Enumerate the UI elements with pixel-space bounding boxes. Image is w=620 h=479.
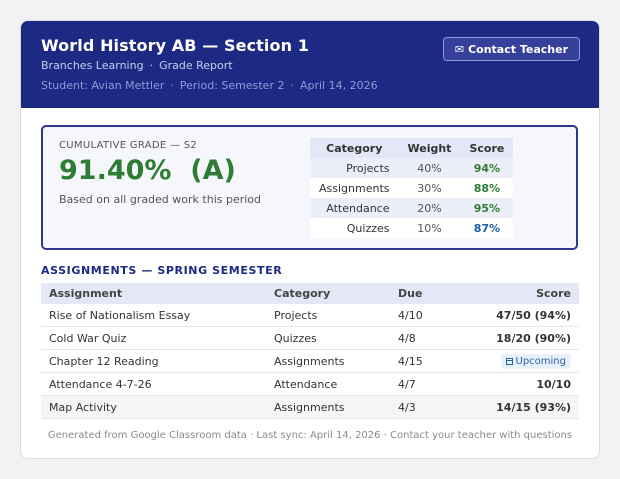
table-row[interactable]: Attendance 4-7-26 Attendance 4/7 10/10 [41, 372, 579, 396]
cumulative-grade-value: 91.40% (A) [59, 155, 236, 186]
student-name: Student: Avian Mettler [41, 79, 165, 92]
table-row[interactable]: Chapter 12 Reading Assignments 4/15 Upco… [41, 349, 579, 373]
weight-percent: 20% [398, 198, 461, 218]
weight-score: 88% [460, 178, 514, 198]
cumulative-grade-panel: CUMULATIVE GRADE — S2 91.40% (A) Based o… [41, 125, 578, 250]
grade-report-card: World History AB — Section 1 Branches Le… [20, 20, 600, 459]
column-header-due[interactable]: Due [390, 283, 450, 304]
weights-header-score: Score [460, 138, 514, 158]
assignment-name: Map Activity [41, 395, 266, 419]
assignment-category: Assignments [266, 349, 390, 373]
assignment-name: Attendance 4-7-26 [41, 372, 266, 396]
assignment-due: 4/15 [390, 349, 450, 373]
weight-percent: 40% [398, 158, 461, 178]
weight-category: Projects [310, 158, 399, 178]
assignment-score: 14/15 (93%) [450, 395, 579, 419]
contact-teacher-label: Contact Teacher [468, 42, 568, 56]
table-row[interactable]: Rise of Nationalism Essay Projects 4/10 … [41, 304, 579, 327]
column-header-score[interactable]: Score [450, 283, 579, 304]
table-row[interactable]: Map Activity Assignments 4/3 14/15 (93%) [41, 395, 579, 419]
assignment-category: Quizzes [266, 326, 390, 350]
assignment-due: 4/7 [390, 372, 450, 396]
report-date: April 14, 2026 [299, 79, 378, 92]
assignments-table: Assignment Category Due Score Rise of Na… [41, 283, 579, 419]
upcoming-badge: Upcoming [500, 353, 571, 369]
weight-percent: 10% [398, 218, 461, 238]
assignment-score: 10/10 [450, 372, 579, 396]
weights-header-weight: Weight [398, 138, 461, 158]
weights-row: Projects 40% 94% [310, 158, 514, 178]
weight-category: Attendance [310, 198, 399, 218]
weights-header-row: Category Weight Score [310, 138, 514, 158]
assignment-category: Attendance [266, 372, 390, 396]
assignment-name: Cold War Quiz [41, 326, 266, 350]
assignment-name: Rise of Nationalism Essay [41, 304, 266, 327]
category-weights-table: Category Weight Score Projects 40% 94% A… [310, 138, 514, 238]
assignment-due: 4/8 [390, 326, 450, 350]
report-meta: Student: Avian Mettler · Period: Semester … [41, 79, 378, 92]
envelope-icon: ✉ [454, 42, 465, 56]
report-type: Grade Report [159, 59, 233, 72]
weight-score: 87% [460, 218, 514, 238]
upcoming-label: Upcoming [515, 355, 567, 367]
column-header-assignment[interactable]: Assignment [41, 283, 266, 304]
weights-row: Quizzes 10% 87% [310, 218, 514, 238]
cumulative-grade-note: Based on all graded work this period [59, 193, 262, 206]
weight-category: Assignments [310, 178, 399, 198]
contact-teacher-button[interactable]: ✉ Contact Teacher [442, 37, 580, 61]
assignment-due: 4/3 [390, 395, 450, 419]
assignment-due: 4/10 [390, 304, 450, 327]
assignment-category: Assignments [266, 395, 390, 419]
page-title: World History AB — Section 1 [41, 36, 309, 55]
assignment-score-cell: Upcoming [450, 349, 579, 373]
calendar-icon [505, 357, 513, 365]
column-header-category[interactable]: Category [266, 283, 390, 304]
assignment-score: 47/50 (94%) [450, 304, 579, 327]
grading-period: Period: Semester 2 [179, 79, 285, 92]
weight-score: 95% [460, 198, 514, 218]
cumulative-grade-label: CUMULATIVE GRADE — S2 [59, 140, 198, 151]
weight-score: 94% [460, 158, 514, 178]
report-header: World History AB — Section 1 Branches Le… [21, 21, 599, 108]
assignment-name: Chapter 12 Reading [41, 349, 266, 373]
assignment-score: 18/20 (90%) [450, 326, 579, 350]
report-subtitle: Branches Learning · Grade Report [41, 59, 233, 72]
table-row[interactable]: Cold War Quiz Quizzes 4/8 18/20 (90%) [41, 326, 579, 350]
report-footer: Generated from Google Classroom data · L… [47, 430, 573, 441]
assignment-category: Projects [266, 304, 390, 327]
weight-percent: 30% [398, 178, 461, 198]
weights-header-category: Category [310, 138, 399, 158]
weights-row: Attendance 20% 95% [310, 198, 514, 218]
school-name: Branches Learning [41, 59, 144, 72]
assignments-section-title: ASSIGNMENTS — SPRING SEMESTER [41, 264, 283, 277]
assignments-header-row: Assignment Category Due Score [41, 283, 579, 304]
weights-row: Assignments 30% 88% [310, 178, 514, 198]
weight-category: Quizzes [310, 218, 399, 238]
